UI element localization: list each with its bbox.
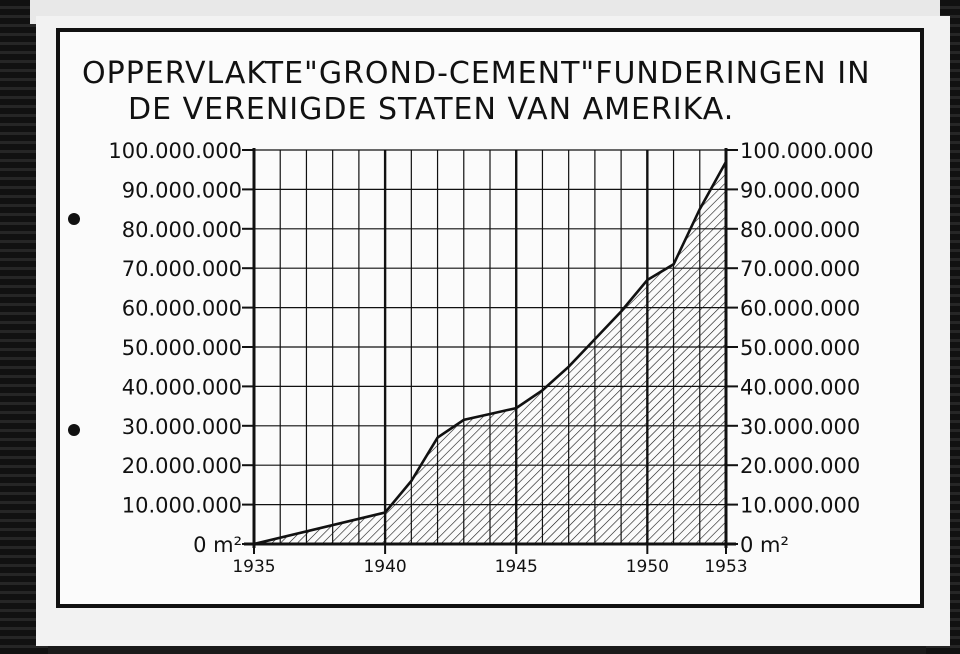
data-area (253, 161, 728, 546)
y-tick-label-left: 40.000.000 (122, 375, 242, 399)
area-fill (254, 161, 726, 545)
y-tick-label-right: 60.000.000 (740, 297, 860, 321)
series-line (253, 161, 728, 546)
axes (242, 148, 738, 554)
y-tick-label-right: 40.000.000 (740, 375, 860, 399)
y-tick-label-right: 20.000.000 (740, 454, 860, 478)
y-tick-label-left: 50.000.000 (122, 336, 242, 360)
tick-labels: 0 m² 0 m² 10.000.000 10.000.000 20.000.000 20… (108, 139, 873, 577)
x-tick-label: 1945 (495, 557, 538, 577)
y-tick-label-left: 80.000.000 (122, 218, 242, 242)
y-tick-label-right: 70.000.000 (740, 257, 860, 281)
pin-hole-upper (68, 213, 80, 225)
chart-title-line-2: DE VERENIGDE STATEN VAN AMERIKA. (128, 92, 735, 127)
x-tick-label: 1953 (704, 557, 747, 577)
y-tick-label-right: 90.000.000 (740, 178, 860, 202)
y-tick-label-left: 0 m² (193, 533, 242, 557)
y-tick-label-left: 20.000.000 (122, 454, 242, 478)
chart-title-line-1: OPPERVLAKTE"GROND-CEMENT"FUNDERINGEN IN (82, 56, 871, 91)
y-tick-label-left: 70.000.000 (122, 257, 242, 281)
chart-title: OPPERVLAKTE"GROND-CEMENT"FUNDERINGEN IN … (82, 56, 902, 128)
y-tick-label-left: 90.000.000 (122, 178, 242, 202)
y-tick-label-right: 100.000.000 (740, 139, 874, 163)
y-tick-label-right: 0 m² (740, 533, 789, 557)
pin-hole-lower (68, 424, 80, 436)
y-tick-label-right: 50.000.000 (740, 336, 860, 360)
y-tick-label-right: 10.000.000 (740, 494, 860, 518)
x-tick-label: 1950 (626, 557, 669, 577)
y-tick-label-right: 80.000.000 (740, 218, 860, 242)
x-tick-label: 1940 (363, 557, 406, 577)
y-tick-label-left: 60.000.000 (122, 297, 242, 321)
y-tick-label-left: 10.000.000 (122, 494, 242, 518)
y-tick-label-left: 100.000.000 (108, 139, 242, 163)
y-tick-label-left: 30.000.000 (122, 415, 242, 439)
x-tick-label: 1935 (232, 557, 275, 577)
y-tick-label-right: 30.000.000 (740, 415, 860, 439)
